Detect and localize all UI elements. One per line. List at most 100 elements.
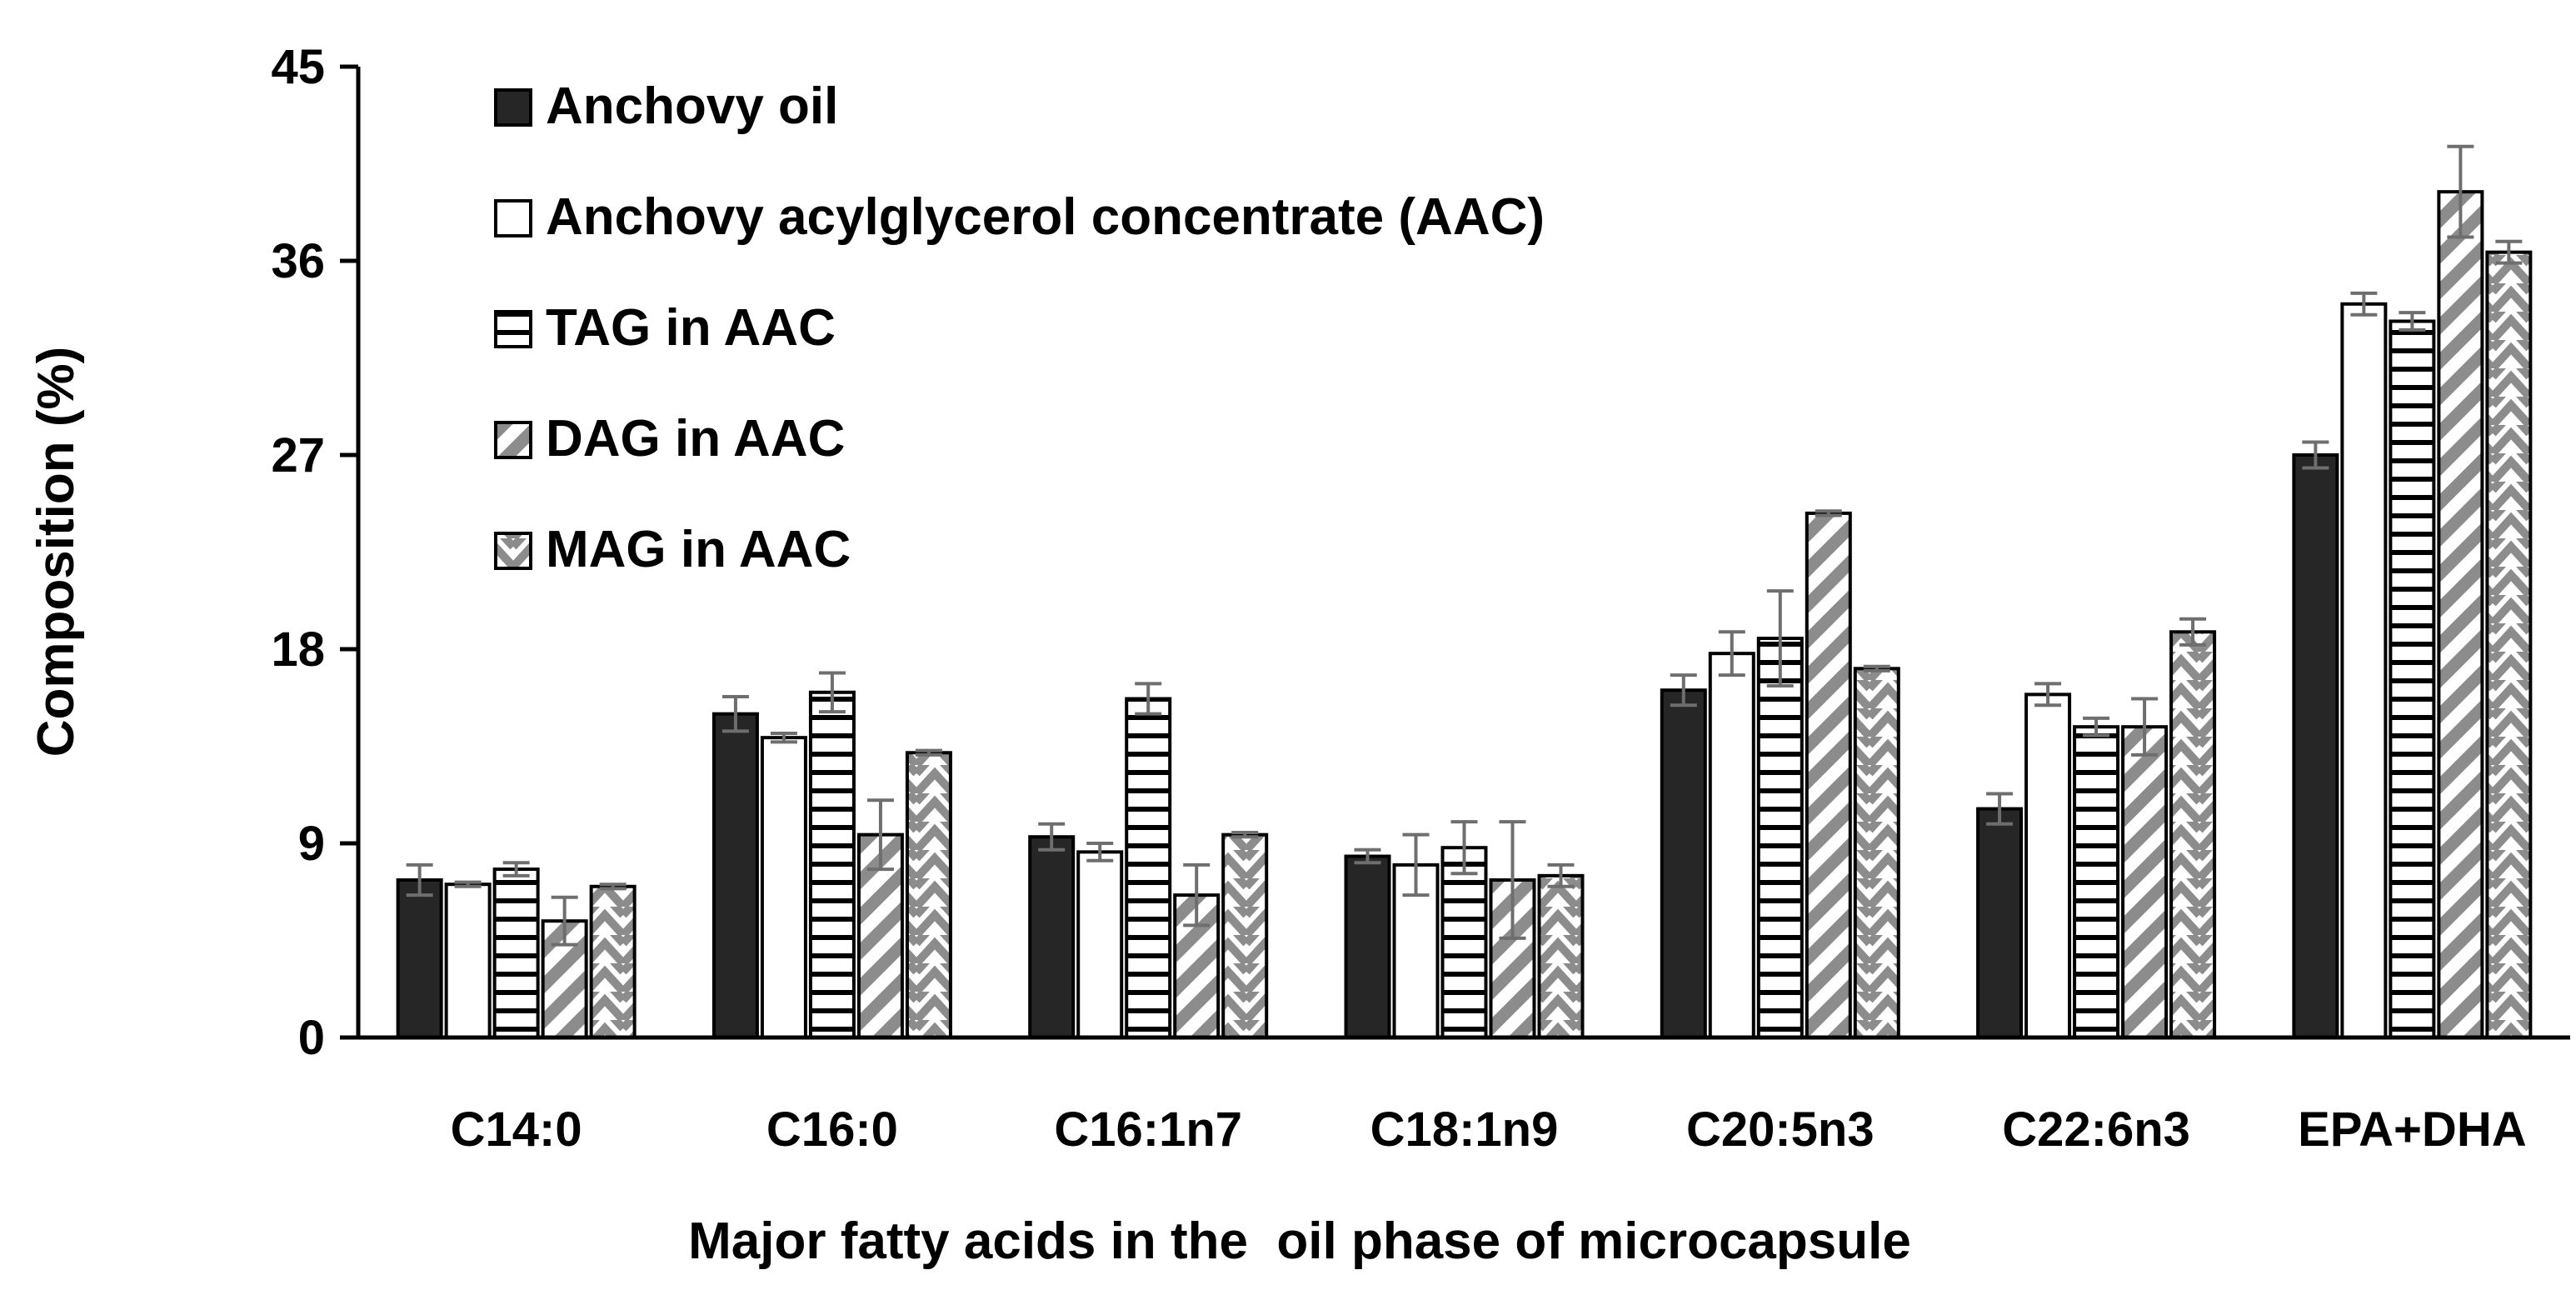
- error-bar: [502, 861, 530, 878]
- y-tick-label: 18: [271, 622, 325, 677]
- bar: [905, 751, 952, 1039]
- y-tick-label: 0: [298, 1011, 325, 1065]
- y-tick-label: 9: [298, 817, 325, 871]
- error-bar: [2399, 311, 2426, 332]
- error-bar: [2083, 716, 2110, 738]
- bar: [2389, 319, 2436, 1039]
- y-tick-label: 27: [271, 428, 325, 482]
- category-label: C22:6n3: [2002, 1102, 2190, 1157]
- bar: [2073, 725, 2120, 1039]
- error-bar: [1986, 792, 2014, 826]
- bar: [2340, 302, 2388, 1039]
- error-bar: [1547, 862, 1575, 888]
- error-bar: [2179, 617, 2207, 647]
- error-bar: [599, 882, 627, 891]
- legend-item: Anchovy acylglycerol concentrate (AAC): [494, 188, 1545, 246]
- error-bar: [1499, 820, 1526, 940]
- bar: [2485, 250, 2533, 1039]
- error-bar: [2302, 440, 2329, 470]
- bar: [2121, 725, 2169, 1039]
- y-tick-label: 45: [271, 40, 325, 94]
- bar: [1440, 846, 1488, 1040]
- legend-swatch: [494, 310, 532, 348]
- legend-swatch: [494, 532, 532, 570]
- bar: [589, 884, 637, 1040]
- bar: [396, 878, 443, 1039]
- x-axis-title: Major fatty acids in the oil phase of mi…: [688, 1212, 1911, 1270]
- error-bar: [2447, 144, 2474, 239]
- error-bar: [770, 731, 797, 744]
- bar: [1076, 850, 1124, 1039]
- bar: [1805, 511, 1852, 1039]
- legend-label: MAG in AAC: [546, 521, 851, 578]
- error-bar: [1718, 630, 1745, 678]
- bar: [2024, 692, 2072, 1039]
- legend-item: MAG in AAC: [494, 521, 851, 578]
- y-axis: 0 9 18 27 36 45: [271, 40, 361, 1065]
- error-bar: [1183, 862, 1211, 928]
- legend-swatch: [494, 421, 532, 459]
- category-label: EPA+DHA: [2298, 1102, 2526, 1157]
- category-label: C16:0: [766, 1102, 898, 1157]
- x-axis: C14:0 C16:0 C16:1n7 C18:1n9 C20:5n3 C22:6n3 EP…: [358, 1035, 2570, 1157]
- error-bar: [721, 694, 749, 733]
- error-bar: [1450, 820, 1478, 876]
- error-bars: [406, 144, 2523, 947]
- bars: [396, 190, 2533, 1040]
- error-bar: [1135, 682, 1162, 716]
- bar: [711, 712, 759, 1040]
- bar: [1976, 807, 2024, 1039]
- bar: [808, 690, 856, 1039]
- y-ticks: 0 9 18 27 36 45: [271, 40, 358, 1065]
- error-bar: [818, 671, 846, 714]
- legend-label: Anchovy oil: [546, 78, 838, 135]
- category-label: C20:5n3: [1686, 1102, 1875, 1157]
- y-tick-label: 36: [271, 234, 325, 288]
- error-bar: [1354, 848, 1381, 865]
- bar: [1756, 637, 1804, 1039]
- legend-label: Anchovy acylglycerol concentrate (AAC): [546, 188, 1545, 246]
- bar: [1853, 667, 1900, 1039]
- error-bar: [2350, 291, 2378, 317]
- bar: [760, 736, 807, 1040]
- bar: [444, 882, 492, 1039]
- error-bar: [2495, 239, 2523, 265]
- error-bar: [915, 748, 942, 757]
- bar: [2292, 453, 2339, 1039]
- bar: [1221, 832, 1269, 1040]
- legend: Anchovy oil Anchovy acylglycerol concentr…: [494, 78, 1545, 578]
- error-bar: [2131, 697, 2159, 757]
- error-bar: [1815, 509, 1842, 518]
- error-bar: [454, 880, 482, 888]
- category-label: C14:0: [451, 1102, 582, 1157]
- error-bar: [866, 798, 894, 872]
- legend-item: DAG in AAC: [494, 410, 845, 468]
- legend-label: DAG in AAC: [546, 410, 845, 468]
- legend-item: Anchovy oil: [494, 78, 838, 135]
- error-bar: [1038, 822, 1066, 852]
- category-label: C18:1n9: [1370, 1102, 1559, 1157]
- legend-swatch: [494, 199, 532, 238]
- bar: [1660, 688, 1707, 1039]
- bar: [2169, 630, 2217, 1039]
- error-bar: [551, 895, 578, 947]
- error-bar: [1402, 832, 1430, 898]
- bar: [2437, 190, 2484, 1039]
- bar: [1028, 835, 1076, 1039]
- error-bar: [1086, 842, 1114, 862]
- bar: [1537, 873, 1585, 1040]
- legend-swatch: [494, 88, 532, 127]
- error-bar: [1670, 673, 1697, 708]
- legend-item: TAG in AAC: [494, 299, 836, 357]
- error-bar: [1863, 664, 1890, 672]
- error-bar: [406, 862, 433, 898]
- error-bar: [2034, 682, 2062, 708]
- x-labels: C14:0 C16:0 C16:1n7 C18:1n9 C20:5n3 C22:6n3 EP…: [451, 1102, 2527, 1157]
- bar: [1708, 652, 1755, 1040]
- legend-label: TAG in AAC: [546, 299, 836, 357]
- bar: [492, 868, 540, 1039]
- error-bar: [1766, 589, 1794, 688]
- error-bar: [1231, 831, 1259, 839]
